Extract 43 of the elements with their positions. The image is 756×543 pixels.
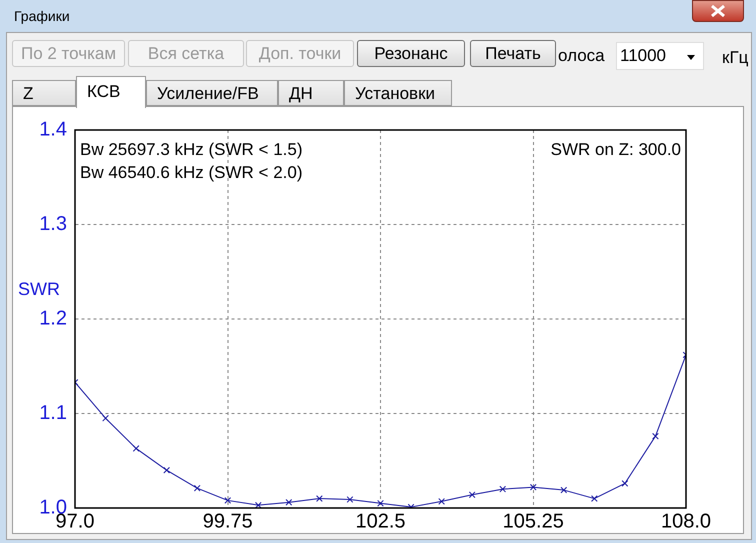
point: [254, 502, 262, 508]
y-tick-label: 1.4: [39, 118, 67, 141]
text: кГц: [722, 48, 748, 68]
text: ДН: [278, 80, 344, 106]
point: [132, 445, 140, 452]
point: [102, 414, 109, 422]
y-tick-label: 1.3: [39, 213, 67, 236]
text: По 2 точкам: [12, 40, 125, 67]
y-tick-label: 1.2: [39, 308, 67, 330]
point: [224, 497, 232, 504]
text: олоса: [558, 46, 605, 66]
text: Усиление/FB: [146, 80, 278, 106]
point: [622, 480, 628, 487]
y-axis-title: SWR: [18, 278, 60, 299]
point: [468, 491, 476, 498]
x-tick-label: 99.75: [202, 510, 253, 533]
text: Доп. точки: [246, 40, 354, 67]
point: [346, 496, 354, 503]
point: [316, 495, 323, 502]
annotation: SWR on Z: 300.0: [550, 140, 681, 160]
point: [377, 500, 384, 507]
point: [194, 484, 201, 492]
annotation: Bw 25697.3 kHz (SWR < 1.5): [80, 140, 303, 160]
point: [499, 486, 506, 492]
x-tick-label: 105.25: [502, 510, 564, 533]
point: [530, 484, 537, 491]
text: Z: [12, 80, 76, 106]
point: [438, 498, 445, 505]
text: Печать: [470, 40, 556, 67]
point: [286, 499, 292, 506]
text: Резонанс: [357, 40, 465, 67]
x-tick-label: 102.5: [355, 510, 406, 533]
text: Установки: [344, 80, 452, 106]
chart-title: Графики: [14, 8, 70, 24]
point: [652, 432, 659, 440]
y-tick-label: 1.1: [39, 402, 67, 424]
x-tick-label: 108.0: [660, 510, 712, 533]
annotation: Bw 46540.6 kHz (SWR < 2.0): [80, 163, 303, 182]
text: 11000: [616, 42, 704, 70]
point: [560, 486, 568, 494]
point: [591, 495, 598, 502]
text: Вся сетка: [128, 40, 244, 67]
point: [163, 466, 170, 474]
